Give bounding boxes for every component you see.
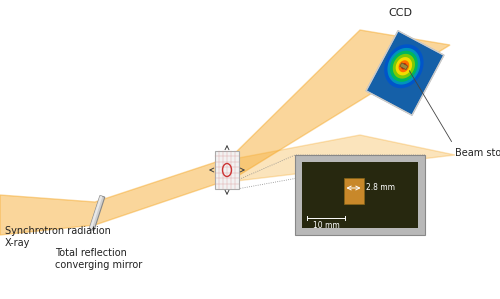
Text: 2.8 mm: 2.8 mm [366,184,394,193]
Polygon shape [388,48,420,85]
FancyBboxPatch shape [302,162,418,228]
Polygon shape [393,54,415,79]
FancyBboxPatch shape [344,178,363,204]
FancyBboxPatch shape [295,155,425,235]
Text: CCD: CCD [388,8,412,18]
Text: 10 mm: 10 mm [312,221,340,230]
Polygon shape [366,31,444,115]
Polygon shape [384,44,424,88]
Text: Synchrotron radiation
X-ray: Synchrotron radiation X-ray [5,226,111,248]
Polygon shape [228,30,450,182]
Polygon shape [89,196,102,230]
Polygon shape [390,51,418,82]
Text: Beam stop: Beam stop [455,148,500,158]
Polygon shape [398,60,409,72]
Text: Total reflection
converging mirror: Total reflection converging mirror [55,248,142,270]
Polygon shape [401,63,407,69]
Polygon shape [89,196,105,231]
Polygon shape [228,135,455,182]
Polygon shape [0,160,222,235]
Polygon shape [400,63,408,70]
Polygon shape [396,57,412,75]
FancyBboxPatch shape [215,151,239,189]
FancyBboxPatch shape [302,162,418,228]
